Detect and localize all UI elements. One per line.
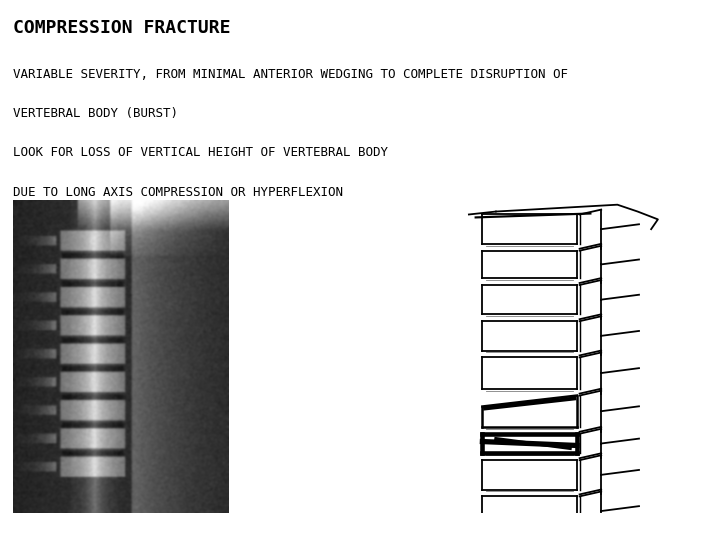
Text: VERTEBRAL BODY (BURST): VERTEBRAL BODY (BURST) (13, 107, 178, 120)
Text: COMPRESSION FRACTURE: COMPRESSION FRACTURE (13, 19, 230, 37)
Text: VARIABLE SEVERITY, FROM MINIMAL ANTERIOR WEDGING TO COMPLETE DISRUPTION OF: VARIABLE SEVERITY, FROM MINIMAL ANTERIOR… (13, 68, 568, 80)
Text: DUE TO LONG AXIS COMPRESSION OR HYPERFLEXION: DUE TO LONG AXIS COMPRESSION OR HYPERFLE… (13, 186, 343, 199)
Text: DIVING INTO SHALLOW POOL: DIVING INTO SHALLOW POOL (13, 225, 193, 238)
Text: LOOK FOR LOSS OF VERTICAL HEIGHT OF VERTEBRAL BODY: LOOK FOR LOSS OF VERTICAL HEIGHT OF VERT… (13, 146, 388, 159)
Text: STABLE □/UNSTABLE: STABLE □/UNSTABLE (13, 265, 140, 278)
